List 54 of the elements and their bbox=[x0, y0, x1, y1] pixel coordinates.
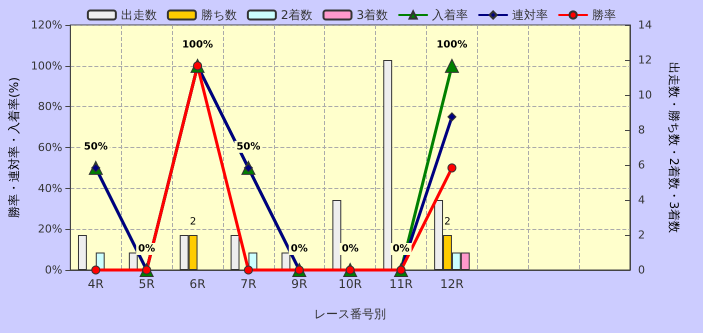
y2-tick-label: 10 bbox=[638, 88, 652, 102]
bar bbox=[281, 252, 290, 270]
data-label: 0% bbox=[138, 244, 156, 254]
point bbox=[444, 58, 459, 73]
data-label: 0% bbox=[290, 244, 308, 254]
data-label: 50% bbox=[84, 141, 108, 152]
x-tick-label: 5R bbox=[138, 277, 155, 291]
x-tick-label: 11R bbox=[389, 277, 413, 291]
x-tick-label: 4R bbox=[88, 277, 104, 291]
point bbox=[244, 266, 253, 274]
bar bbox=[78, 235, 87, 270]
legend-label: 出走数 bbox=[120, 8, 157, 22]
data-label: 2 bbox=[190, 216, 196, 228]
y-axis-title: 勝率・連対率・入着率(%) bbox=[7, 77, 21, 218]
point bbox=[447, 163, 456, 172]
x-tick-label: 9R bbox=[291, 277, 308, 291]
y2-tick-label: 12 bbox=[638, 54, 652, 66]
data-label: 2 bbox=[444, 216, 451, 228]
y2-tick-label: 6 bbox=[638, 158, 645, 172]
y2-tick-label: 2 bbox=[638, 228, 645, 242]
y-tick-label: 100% bbox=[30, 59, 62, 72]
point bbox=[447, 112, 456, 122]
x-tick-label: 10R bbox=[338, 277, 362, 291]
bar bbox=[128, 252, 138, 270]
data-label: 100% bbox=[436, 39, 468, 50]
x-tick-label: 6R bbox=[190, 277, 206, 291]
y2-tick-label: 14 bbox=[638, 18, 652, 32]
y-tick-label: 20% bbox=[38, 222, 62, 236]
x-tick-label: 7R bbox=[240, 277, 256, 291]
data-label: 0% bbox=[392, 244, 410, 254]
legend-label: 勝ち数 bbox=[200, 8, 237, 22]
x-axis-title: レース番号別 bbox=[314, 307, 386, 321]
y2-tick-label: 4 bbox=[638, 194, 645, 206]
data-label: 0% bbox=[342, 244, 359, 254]
bar bbox=[332, 200, 342, 270]
y-tick-label: 80% bbox=[38, 100, 62, 114]
bar bbox=[383, 60, 392, 270]
x-tick-label: 12R bbox=[440, 277, 464, 291]
legend-label: 3着数 bbox=[356, 8, 388, 22]
bar bbox=[230, 235, 240, 270]
y-tick-label: 0% bbox=[44, 264, 62, 276]
y-tick-label: 40% bbox=[38, 182, 62, 195]
y2-tick-label: 8 bbox=[638, 124, 645, 136]
y-tick-label: 60% bbox=[38, 141, 62, 154]
y-tick-label: 120% bbox=[30, 18, 62, 32]
legend-label: 入着率 bbox=[432, 8, 468, 22]
data-label: 50% bbox=[236, 141, 260, 152]
y2-tick-label: 0 bbox=[638, 264, 645, 276]
legend-label: 勝率 bbox=[592, 8, 616, 22]
legend-label: 連対率 bbox=[512, 8, 548, 22]
point bbox=[91, 266, 100, 274]
y2-axis-title: 出走数・勝ち数・2着数・3着数 bbox=[667, 62, 681, 234]
data-label: 100% bbox=[182, 39, 213, 50]
legend-label: 2着数 bbox=[280, 8, 313, 22]
